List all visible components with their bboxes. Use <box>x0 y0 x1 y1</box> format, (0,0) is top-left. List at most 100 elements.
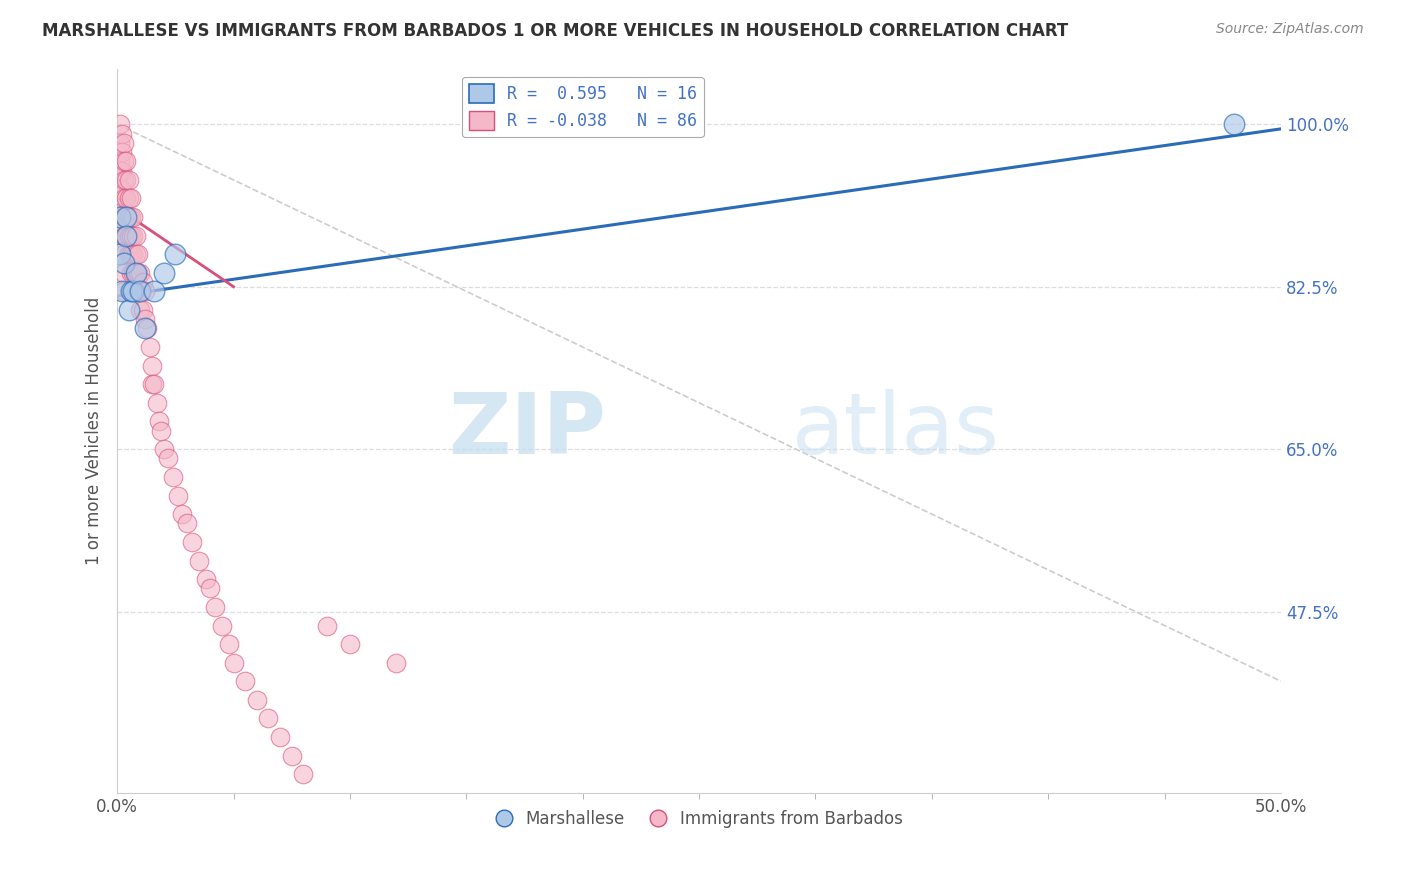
Point <box>122 285 145 299</box>
Point <box>385 656 408 670</box>
Point <box>108 136 131 150</box>
Point <box>200 582 222 596</box>
Point <box>134 312 156 326</box>
Point <box>108 219 131 234</box>
Point <box>112 228 135 243</box>
Point <box>222 656 245 670</box>
Point <box>172 507 194 521</box>
Point <box>204 599 226 614</box>
Point <box>108 154 131 169</box>
Point <box>120 210 142 224</box>
Point <box>141 359 163 373</box>
Point <box>115 192 138 206</box>
Y-axis label: 1 or more Vehicles in Household: 1 or more Vehicles in Household <box>86 296 103 565</box>
Point <box>111 219 134 234</box>
Point <box>246 693 269 707</box>
Point <box>118 302 141 317</box>
Point <box>148 414 170 428</box>
Point <box>111 145 134 159</box>
Point <box>115 210 138 224</box>
Point <box>150 424 173 438</box>
Point <box>269 730 291 744</box>
Point <box>134 285 156 299</box>
Point <box>108 163 131 178</box>
Point <box>112 136 135 150</box>
Point <box>152 266 174 280</box>
Point <box>122 247 145 261</box>
Point <box>125 266 148 280</box>
Point <box>145 395 167 409</box>
Point <box>132 275 155 289</box>
Point <box>115 228 138 243</box>
Text: Source: ZipAtlas.com: Source: ZipAtlas.com <box>1216 22 1364 37</box>
Point <box>122 210 145 224</box>
Point <box>127 247 149 261</box>
Point <box>108 201 131 215</box>
Point <box>165 247 187 261</box>
Point <box>111 285 134 299</box>
Point <box>132 302 155 317</box>
Point <box>120 247 142 261</box>
Point <box>111 163 134 178</box>
Point <box>129 302 152 317</box>
Point <box>129 285 152 299</box>
Point <box>211 618 233 632</box>
Point <box>115 210 138 224</box>
Point <box>120 285 142 299</box>
Point <box>112 256 135 270</box>
Point <box>134 321 156 335</box>
Point <box>118 228 141 243</box>
Point <box>176 516 198 531</box>
Point <box>166 489 188 503</box>
Point <box>194 572 217 586</box>
Point <box>120 266 142 280</box>
Point <box>108 182 131 196</box>
Point <box>112 285 135 299</box>
Point <box>112 154 135 169</box>
Point <box>118 210 141 224</box>
Point <box>112 192 135 206</box>
Point <box>187 553 209 567</box>
Point <box>125 266 148 280</box>
Point <box>339 637 361 651</box>
Point <box>108 117 131 131</box>
Point <box>315 618 337 632</box>
Point <box>152 442 174 457</box>
Legend: Marshallese, Immigrants from Barbados: Marshallese, Immigrants from Barbados <box>489 804 910 835</box>
Point <box>112 210 135 224</box>
Point <box>112 247 135 261</box>
Text: ZIP: ZIP <box>449 389 606 472</box>
Point <box>112 266 135 280</box>
Point <box>111 182 134 196</box>
Point <box>115 154 138 169</box>
Point <box>118 192 141 206</box>
Point <box>129 285 152 299</box>
Point <box>129 266 152 280</box>
Point <box>157 451 180 466</box>
Point <box>127 266 149 280</box>
Point <box>143 377 166 392</box>
Point <box>257 711 280 725</box>
Point <box>281 748 304 763</box>
Point <box>141 377 163 392</box>
Text: atlas: atlas <box>792 389 1000 472</box>
Point <box>125 228 148 243</box>
Point <box>292 767 315 781</box>
Point <box>118 173 141 187</box>
Point <box>122 228 145 243</box>
Point <box>120 192 142 206</box>
Point <box>111 127 134 141</box>
Point <box>218 637 240 651</box>
Point <box>180 535 202 549</box>
Point <box>139 340 162 354</box>
Point <box>111 201 134 215</box>
Point <box>233 674 256 689</box>
Point <box>1223 117 1246 131</box>
Point <box>125 247 148 261</box>
Point <box>127 285 149 299</box>
Point <box>115 228 138 243</box>
Point <box>143 285 166 299</box>
Point <box>118 247 141 261</box>
Point <box>108 247 131 261</box>
Point <box>115 173 138 187</box>
